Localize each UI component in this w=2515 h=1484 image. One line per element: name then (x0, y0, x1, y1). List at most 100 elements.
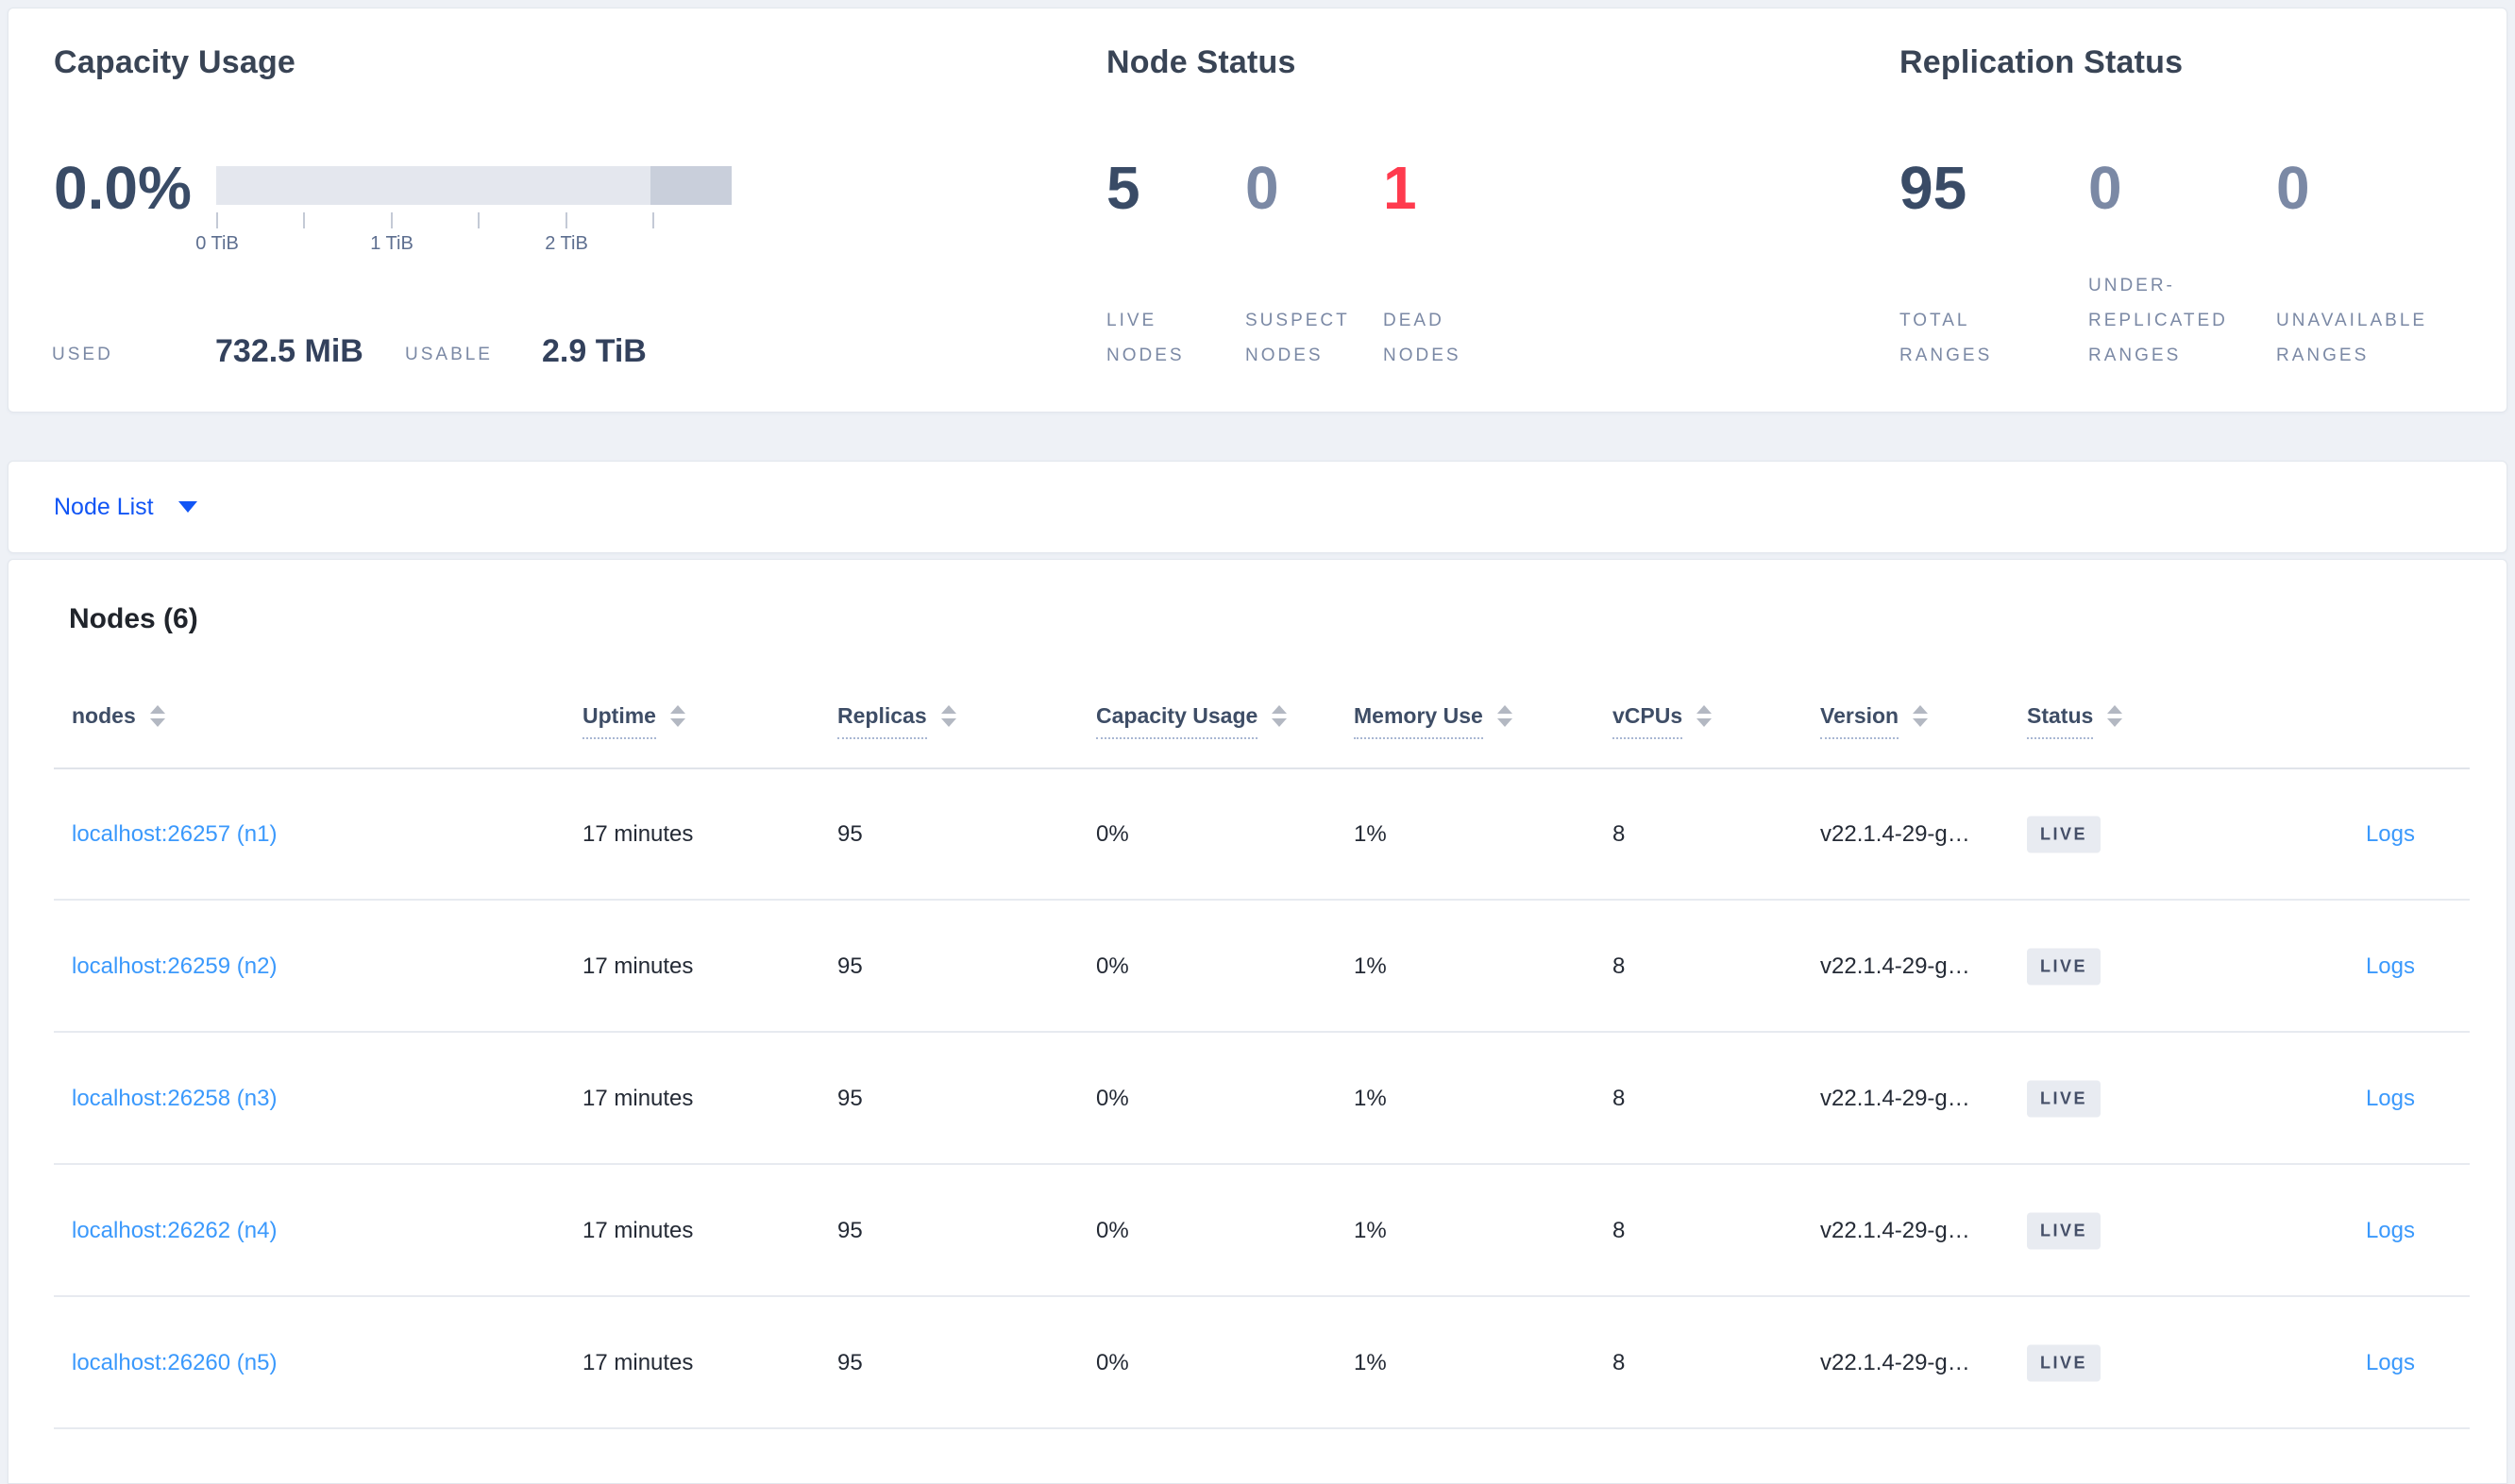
memory-cell: 1% (1354, 1350, 1387, 1375)
column-header-capacity-usage[interactable]: Capacity Usage (1096, 701, 1288, 739)
capacity-cell: 0% (1096, 1350, 1129, 1375)
vcpus-cell: 8 (1612, 1086, 1626, 1111)
node-list-dropdown-inner[interactable]: Node List (54, 462, 197, 552)
status-badge: LIVE (2027, 1080, 2101, 1118)
logs-link[interactable]: Logs (2365, 953, 2415, 979)
uptime-cell: 17 minutes (582, 1086, 694, 1111)
version-cell: v22.1.4-29-g… (1820, 1086, 1970, 1111)
replicas-cell: 95 (837, 953, 863, 979)
status-badge: LIVE (2027, 1212, 2101, 1250)
node-list-dropdown[interactable]: Node List (8, 461, 2507, 553)
replicas-cell: 95 (837, 821, 863, 847)
summary-panel: Capacity Usage 0.0% 0 TiB 1 TiB 2 TiB US… (8, 8, 2507, 413)
suspect-nodes-count: 0 (1245, 154, 1279, 222)
status-cell: LIVE (2027, 1344, 2101, 1382)
version-cell: v22.1.4-29-g… (1820, 953, 1970, 979)
axis-tick (652, 212, 654, 228)
node-list-label: Node List (54, 493, 154, 520)
row-divider (54, 1427, 2470, 1429)
header-divider (54, 767, 2470, 769)
node-link[interactable]: localhost:26258 (n3) (72, 1086, 278, 1111)
vcpus-cell: 8 (1612, 821, 1626, 847)
node-link[interactable]: localhost:26257 (n1) (72, 821, 278, 847)
version-cell: v22.1.4-29-g… (1820, 821, 1970, 847)
logs-link[interactable]: Logs (2365, 1218, 2415, 1243)
replicas-cell: 95 (837, 1350, 863, 1375)
capacity-usage-bar (216, 166, 732, 205)
cluster-overview-page: Capacity Usage 0.0% 0 TiB 1 TiB 2 TiB US… (8, 8, 2507, 1484)
capacity-percent: 0.0% (54, 154, 192, 222)
table-row: localhost:26260 (n5) 17 minutes 95 0% 1%… (8, 1297, 2508, 1429)
dead-nodes-count: 1 (1383, 154, 1417, 222)
used-label: USED (52, 345, 113, 364)
used-value: 732.5 MiB (215, 333, 363, 369)
unavailable-ranges-count: 0 (2276, 154, 2310, 222)
capacity-bar-extra-segment (650, 166, 732, 205)
sort-icon (940, 705, 956, 727)
memory-cell: 1% (1354, 1086, 1387, 1111)
nodes-table-title: Nodes (6) (69, 603, 198, 634)
axis-tick (391, 212, 393, 228)
capacity-usage-title: Capacity Usage (54, 44, 296, 80)
node-link[interactable]: localhost:26259 (n2) (72, 953, 278, 979)
row-divider (54, 1031, 2470, 1033)
capacity-cell: 0% (1096, 1218, 1129, 1243)
status-cell: LIVE (2027, 1080, 2101, 1118)
status-cell: LIVE (2027, 1212, 2101, 1250)
capacity-cell: 0% (1096, 953, 1129, 979)
axis-tick (303, 212, 305, 228)
nodes-table-panel: Nodes (6) nodes Uptime Replicas Capacity… (8, 559, 2507, 1484)
axis-tick-label: 2 TiB (545, 233, 588, 254)
vcpus-cell: 8 (1612, 953, 1626, 979)
row-divider (54, 1295, 2470, 1297)
status-cell: LIVE (2027, 948, 2101, 986)
chevron-down-icon (177, 501, 197, 513)
row-divider (54, 1163, 2470, 1165)
live-nodes-count: 5 (1106, 154, 1140, 222)
axis-tick-label: 1 TiB (370, 233, 414, 254)
uptime-cell: 17 minutes (582, 953, 694, 979)
column-header-vcpus[interactable]: vCPUs (1612, 701, 1713, 739)
logs-link[interactable]: Logs (2365, 1086, 2415, 1111)
node-status-title: Node Status (1106, 44, 1296, 80)
logs-link[interactable]: Logs (2365, 1350, 2415, 1375)
logs-link[interactable]: Logs (2365, 821, 2415, 847)
status-cell: LIVE (2027, 816, 2101, 853)
under-replicated-ranges-count: 0 (2088, 154, 2122, 222)
column-header-uptime[interactable]: Uptime (582, 701, 685, 739)
row-divider (54, 899, 2470, 901)
column-header-replicas[interactable]: Replicas (837, 701, 956, 739)
suspect-nodes-label: SUSPECT NODES (1245, 311, 1350, 365)
column-header-status[interactable]: Status (2027, 701, 2123, 739)
capacity-cell: 0% (1096, 1086, 1129, 1111)
column-header-nodes[interactable]: nodes (72, 701, 165, 730)
sort-icon (149, 705, 165, 727)
total-ranges-label: TOTAL RANGES (1899, 311, 1993, 365)
sort-icon (2107, 705, 2123, 727)
axis-tick (565, 212, 567, 228)
table-row: localhost:26258 (n3) 17 minutes 95 0% 1%… (8, 1033, 2508, 1165)
vcpus-cell: 8 (1612, 1350, 1626, 1375)
replicas-cell: 95 (837, 1218, 863, 1243)
node-link[interactable]: localhost:26262 (n4) (72, 1218, 278, 1243)
capacity-cell: 0% (1096, 821, 1129, 847)
sort-icon (1272, 705, 1288, 727)
node-link[interactable]: localhost:26260 (n5) (72, 1350, 278, 1375)
uptime-cell: 17 minutes (582, 1218, 694, 1243)
table-row: localhost:26262 (n4) 17 minutes 95 0% 1%… (8, 1165, 2508, 1297)
usable-value: 2.9 TiB (542, 333, 647, 369)
sort-icon (669, 705, 685, 727)
usable-label: USABLE (405, 345, 493, 364)
dead-nodes-label: DEAD NODES (1383, 311, 1461, 365)
column-header-memory-use[interactable]: Memory Use (1354, 701, 1512, 739)
replicas-cell: 95 (837, 1086, 863, 1111)
vcpus-cell: 8 (1612, 1218, 1626, 1243)
live-nodes-label: LIVE NODES (1106, 311, 1185, 365)
status-badge: LIVE (2027, 1344, 2101, 1382)
version-cell: v22.1.4-29-g… (1820, 1218, 1970, 1243)
table-row: localhost:26257 (n1) 17 minutes 95 0% 1%… (8, 768, 2508, 901)
status-badge: LIVE (2027, 948, 2101, 986)
column-header-version[interactable]: Version (1820, 701, 1929, 739)
axis-tick (478, 212, 480, 228)
status-badge: LIVE (2027, 816, 2101, 853)
